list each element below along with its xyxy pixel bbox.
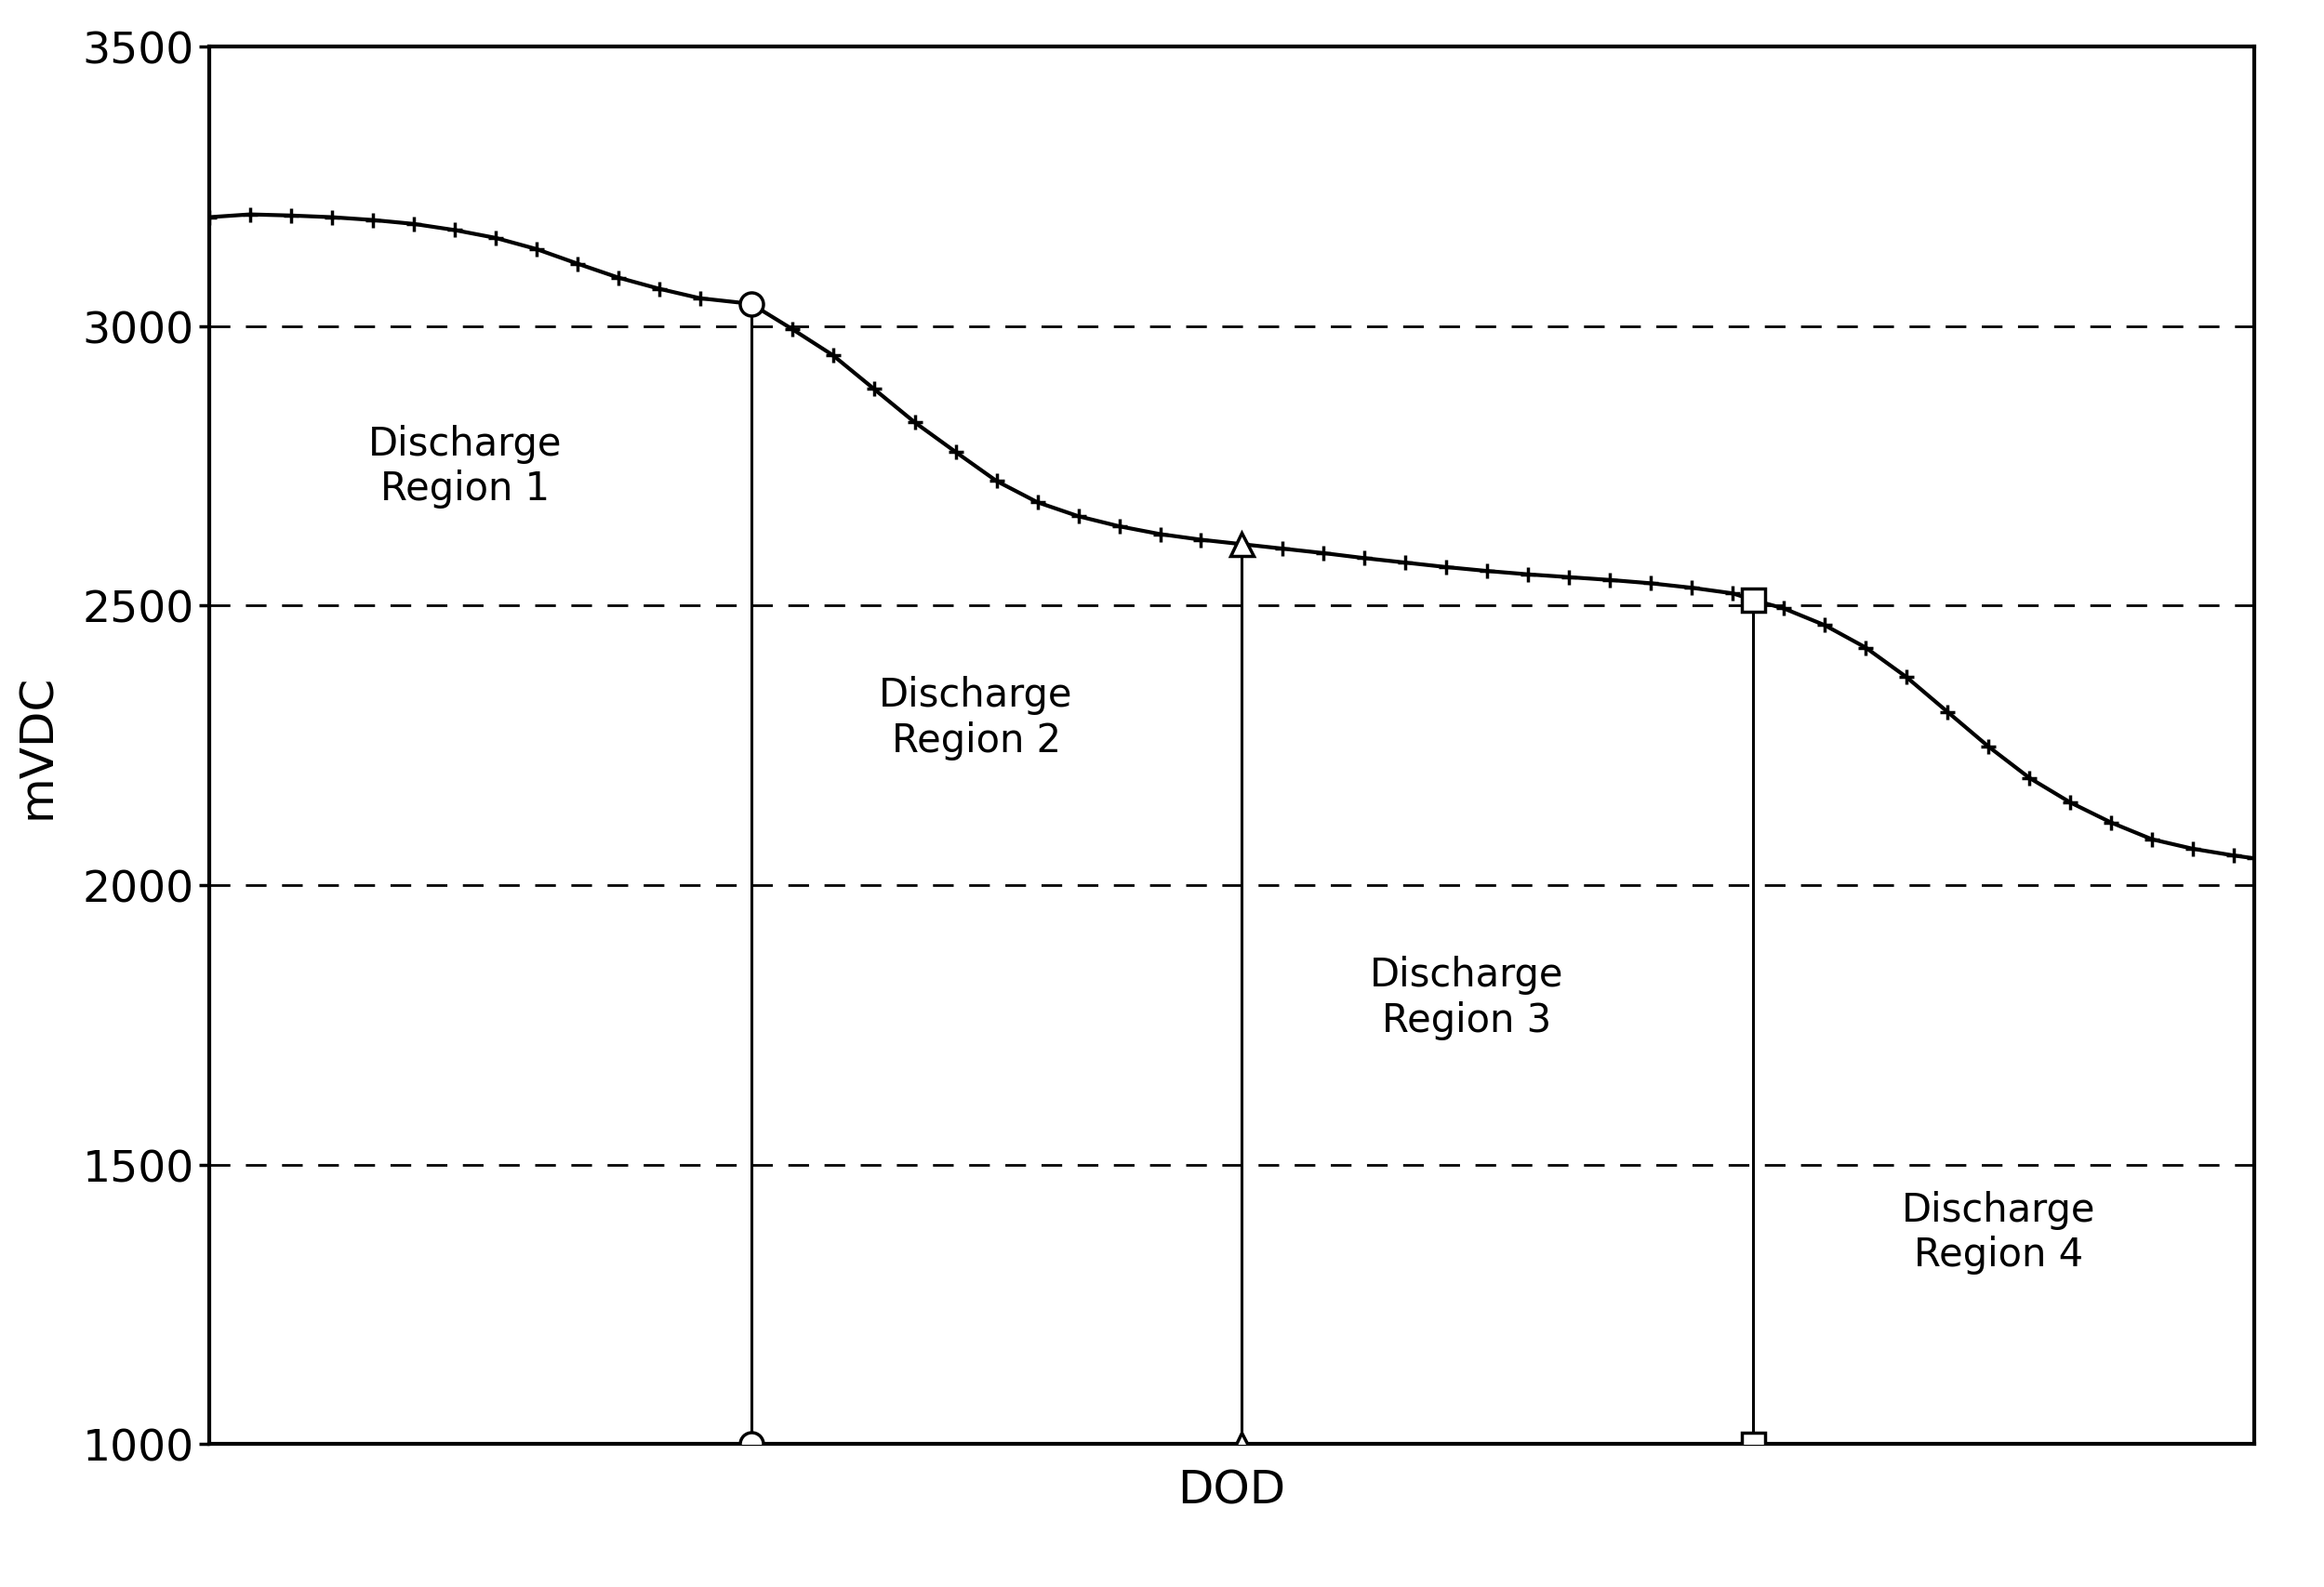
Text: Discharge
Region 1: Discharge Region 1 [367, 424, 562, 509]
Text: Discharge
Region 2: Discharge Region 2 [878, 676, 1074, 760]
Text: Discharge
Region 4: Discharge Region 4 [1901, 1190, 2096, 1274]
X-axis label: DOD: DOD [1178, 1468, 1285, 1512]
Y-axis label: mVDC: mVDC [14, 673, 58, 819]
Text: Discharge
Region 3: Discharge Region 3 [1369, 955, 1564, 1039]
